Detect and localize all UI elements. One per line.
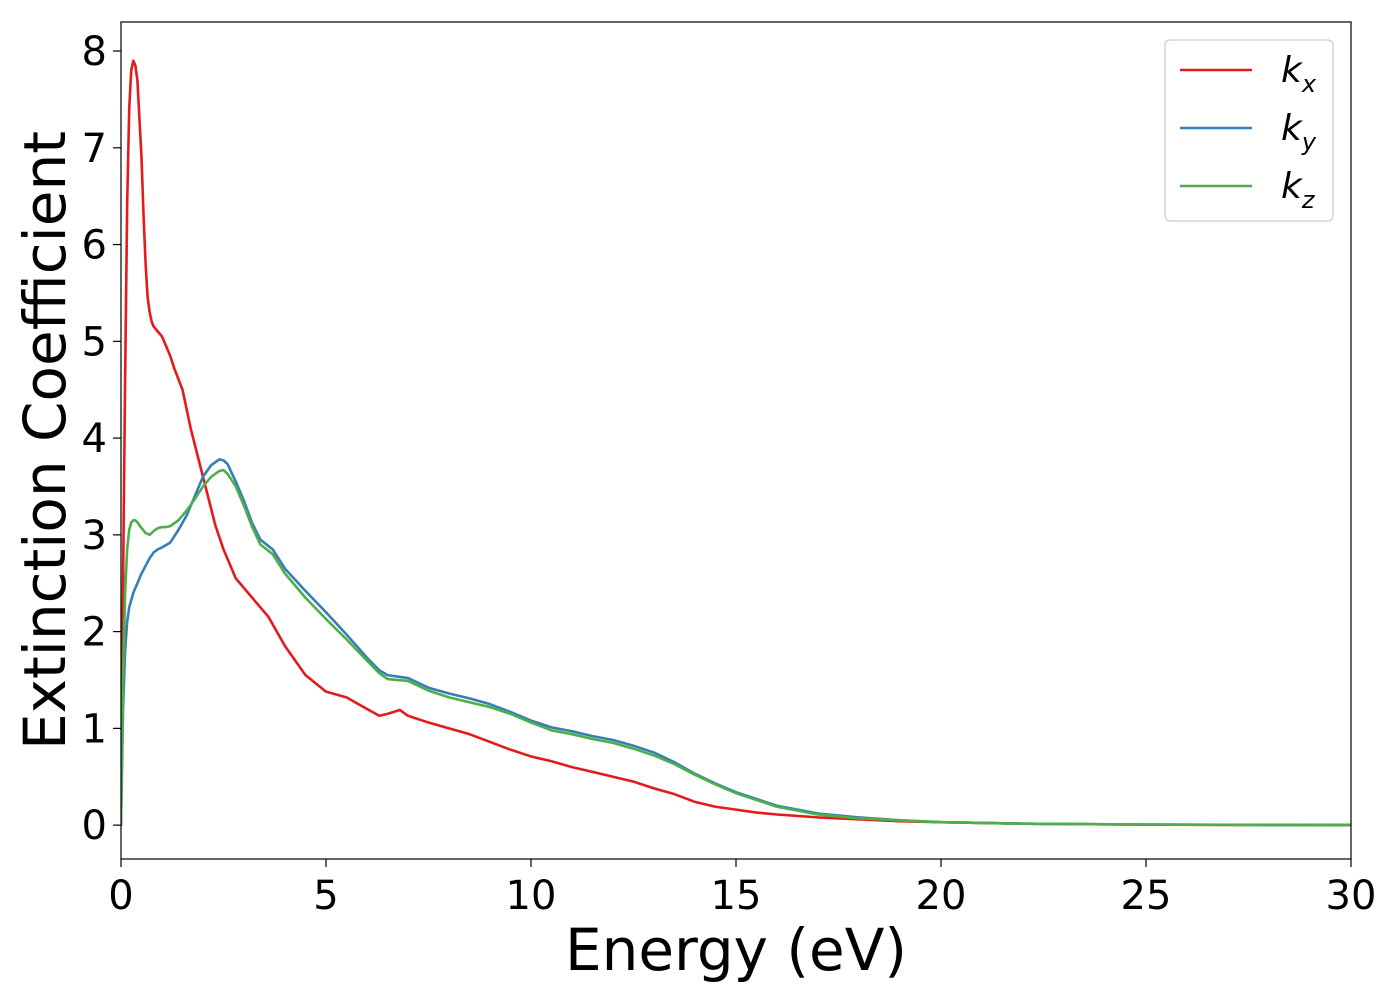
legend-label-kz: kz bbox=[1281, 166, 1316, 214]
x-axis-label: Energy (eV) bbox=[565, 916, 907, 984]
x-tick-label: 30 bbox=[1326, 873, 1377, 919]
series-line-kx bbox=[121, 59, 1351, 827]
y-axis-label: Extinction Coefficient bbox=[11, 131, 79, 750]
y-tick-label: 0 bbox=[82, 803, 107, 849]
x-tick-label: 20 bbox=[916, 873, 967, 919]
legend-label-kx: kx bbox=[1281, 50, 1317, 98]
legend-box bbox=[1164, 39, 1334, 222]
y-tick-label: 8 bbox=[82, 29, 107, 75]
y-tick-label: 7 bbox=[82, 126, 107, 172]
series-line-ky bbox=[121, 458, 1351, 827]
legend: kx ky kz bbox=[1164, 39, 1334, 222]
y-tick-label: 5 bbox=[82, 319, 107, 365]
x-tick-label: 25 bbox=[1121, 873, 1172, 919]
y-axis-ticks: 0 1 2 3 4 5 6 7 8 bbox=[82, 29, 121, 849]
x-tick-label: 0 bbox=[108, 873, 133, 919]
y-tick-label: 1 bbox=[82, 706, 107, 752]
y-tick-label: 2 bbox=[82, 610, 107, 656]
series-lines bbox=[121, 59, 1351, 827]
y-tick-label: 4 bbox=[82, 416, 107, 462]
y-tick-label: 6 bbox=[82, 223, 107, 269]
x-tick-label: 15 bbox=[711, 873, 762, 919]
x-tick-label: 10 bbox=[506, 873, 557, 919]
x-tick-label: 5 bbox=[313, 873, 338, 919]
x-axis-ticks: 0 5 10 15 20 25 30 bbox=[108, 859, 1376, 919]
legend-label-ky: ky bbox=[1281, 108, 1317, 156]
series-line-kz bbox=[121, 468, 1351, 827]
y-tick-label: 3 bbox=[82, 513, 107, 559]
